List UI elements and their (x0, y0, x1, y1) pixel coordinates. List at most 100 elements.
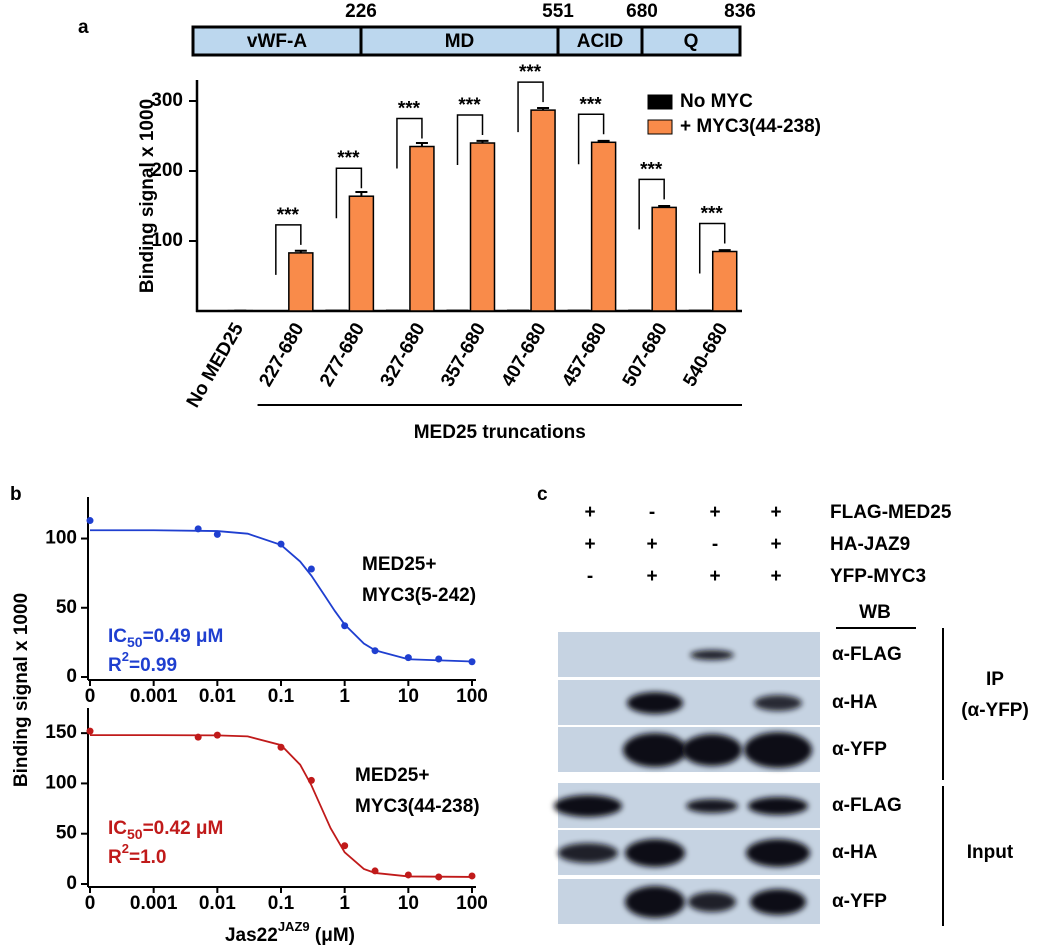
y-tick-label: 300 (151, 90, 183, 111)
blot-band (554, 795, 622, 817)
x-tick-label: 1 (339, 686, 350, 707)
significance-bracket (577, 113, 605, 165)
domain-boundary: 836 (724, 1, 756, 22)
x-tick-label: 357-680 (437, 320, 490, 391)
bar (567, 309, 590, 311)
panel-label: b (10, 484, 22, 505)
bar (469, 142, 496, 312)
x-tick-label: 0.01 (199, 686, 236, 707)
input-label: Input (967, 842, 1014, 863)
data-point (194, 733, 202, 741)
error-bar (355, 191, 368, 197)
domain-label: vWF-A (247, 31, 307, 52)
x-tick-label: 327-680 (377, 320, 430, 391)
bar (507, 309, 530, 311)
treatment-sign: + (770, 502, 781, 523)
data-point (341, 622, 349, 630)
blot-band (682, 734, 742, 766)
y-axis-label: Binding signal x 1000 (11, 593, 32, 787)
domain-box (359, 25, 560, 57)
blot-row-label: α-YFP (832, 891, 887, 912)
text-part: IC (108, 626, 127, 647)
x-tick-label: 0.001 (130, 893, 178, 914)
y-tick-label: 200 (151, 160, 183, 181)
treatment-sign: + (770, 566, 781, 587)
data-point (435, 655, 443, 663)
series-label: MYC3(5-242) (362, 585, 476, 606)
blot-band (748, 797, 808, 815)
significance-label: *** (640, 159, 663, 180)
significance-bracket (698, 222, 726, 274)
bar (651, 206, 677, 312)
x-tick-label: 227-680 (255, 320, 308, 391)
blot-band (690, 650, 734, 660)
text-part: (μM) (310, 925, 355, 946)
wb-header: WB (859, 602, 891, 623)
text-part: R (108, 847, 122, 868)
y-tick-label: 0 (66, 666, 77, 687)
data-point (213, 731, 221, 739)
error-bar (476, 139, 489, 143)
error-bar (537, 107, 550, 111)
data-point (86, 517, 94, 525)
data-point (277, 743, 285, 751)
treatment-sign: + (770, 534, 781, 555)
blot-band (625, 839, 685, 867)
y-axis-label: Binding signal x 1000 (137, 99, 158, 293)
ip-label: IP (986, 669, 1004, 690)
domain-label: Q (684, 31, 699, 52)
x-tick-label: 10 (398, 686, 419, 707)
data-point (277, 540, 285, 548)
x-tick-label: 507-680 (619, 320, 672, 391)
text-part: =0.99 (129, 655, 177, 676)
y-tick-label: 150 (45, 722, 77, 743)
domain-box (191, 25, 363, 57)
treatment-sign: + (709, 566, 720, 587)
treatment-sign: - (587, 566, 593, 587)
blot-band (754, 695, 802, 711)
x-tick-label: 0.01 (199, 893, 236, 914)
domain-boundary: 226 (345, 1, 377, 22)
y-tick-label: 50 (56, 823, 77, 844)
data-point (435, 873, 443, 881)
blot-band (627, 692, 683, 714)
rich-text: R2=0.99 (108, 649, 177, 676)
superscript: 2 (122, 841, 129, 856)
data-point (86, 727, 94, 735)
significance-label: *** (277, 205, 300, 226)
data-point (404, 871, 412, 879)
x-tick-label: 457-680 (558, 320, 611, 391)
data-point (371, 647, 379, 655)
superscript: JAZ9 (278, 919, 310, 934)
error-bar (718, 249, 731, 252)
treatment-label: HA-JAZ9 (830, 534, 910, 555)
blot-row-label: α-HA (832, 842, 878, 863)
text-part: =0.49 μM (143, 626, 224, 647)
legend-swatch (647, 94, 673, 110)
rich-text: R2=1.0 (108, 841, 166, 868)
x-tick-label: 540-680 (679, 320, 732, 391)
text-part: =0.42 μM (143, 818, 224, 839)
blot-strip (558, 632, 820, 677)
x-tick-label: 100 (456, 686, 488, 707)
bar (204, 310, 227, 311)
bar (590, 141, 617, 312)
data-point (307, 776, 315, 784)
data-point (468, 658, 476, 666)
bar (628, 309, 651, 311)
panel-label: c (537, 484, 548, 505)
legend-label: No MYC (680, 91, 753, 112)
data-point (213, 530, 221, 538)
domain-boundary: 551 (542, 1, 574, 22)
text-part: =1.0 (129, 847, 167, 868)
blot-row-label: α-YFP (832, 739, 887, 760)
rich-text: IC50=0.49 μM (108, 626, 223, 650)
x-tick-label: 0.1 (268, 893, 295, 914)
bar (711, 250, 738, 312)
bar (409, 145, 435, 312)
bar (385, 309, 408, 311)
error-bar (658, 205, 671, 208)
significance-label: *** (519, 62, 542, 83)
blot-band (623, 733, 687, 767)
